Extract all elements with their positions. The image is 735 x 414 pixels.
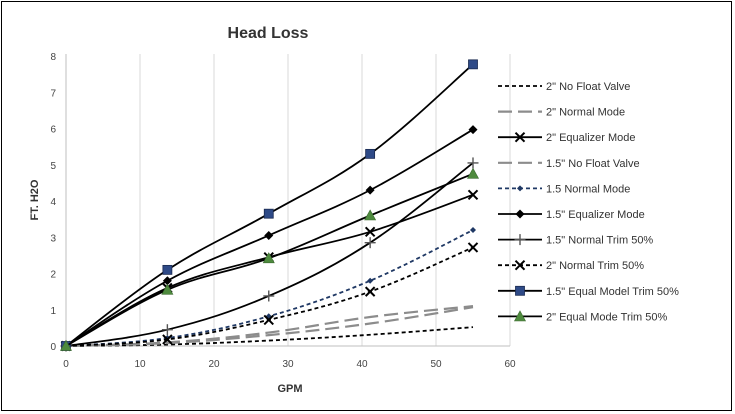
x-tick-label: 0 bbox=[63, 359, 69, 370]
series-line bbox=[65, 305, 474, 348]
data-point-diamond bbox=[367, 277, 374, 284]
legend-item: 1.5 Normal Mode bbox=[498, 183, 630, 195]
y-tick-label: 0 bbox=[50, 342, 56, 353]
data-point-square bbox=[468, 59, 478, 70]
data-point-diamond bbox=[515, 209, 525, 219]
data-point-diamond bbox=[470, 227, 476, 233]
data-point-diamond bbox=[365, 185, 375, 195]
data-point-x-stroke bbox=[364, 286, 376, 297]
legend-item: 2" Equalizer Mode bbox=[498, 131, 636, 144]
legend-item: 1.5" Equalizer Mode bbox=[498, 209, 645, 221]
legend-label: 1.5" Normal Trim 50% bbox=[546, 235, 653, 247]
data-point-x-stroke bbox=[263, 314, 274, 326]
y-tick-label: 8 bbox=[50, 52, 56, 63]
data-point-triangle bbox=[161, 283, 174, 295]
data-point-triangle bbox=[513, 310, 527, 322]
legend-item: 1.5" Normal Trim 50% bbox=[498, 234, 653, 247]
series-10 bbox=[59, 167, 480, 351]
data-point-triangle bbox=[364, 209, 377, 221]
series-layer bbox=[59, 59, 480, 352]
data-point-x bbox=[514, 131, 526, 143]
y-tick-label: 5 bbox=[50, 161, 56, 172]
axis-layer: 0 10 20 30 40 50 60 0 1 2 3 4 5 6 7 8 bbox=[50, 52, 516, 370]
x-tick-label: 30 bbox=[282, 359, 294, 370]
legend-item: 1.5" Equal Model Trim 50% bbox=[498, 286, 679, 298]
data-point-diamond bbox=[468, 125, 478, 135]
data-point-x bbox=[467, 189, 479, 201]
y-tick-label: 1 bbox=[50, 306, 56, 317]
y-tick-label: 4 bbox=[50, 197, 56, 208]
series-4 bbox=[65, 305, 474, 348]
data-point-x bbox=[364, 226, 376, 238]
legend-label: 1.5 Normal Mode bbox=[546, 183, 630, 195]
legend-item: 2" Equal Mode Trim 50% bbox=[498, 310, 668, 323]
y-axis-label: FT. H2O bbox=[29, 179, 41, 220]
legend-label: 1.5" No Float Valve bbox=[546, 158, 640, 170]
series-7 bbox=[60, 157, 479, 352]
legend-label: 1.5" Equal Model Trim 50% bbox=[546, 286, 679, 298]
data-point-plus bbox=[514, 234, 526, 246]
data-point-square bbox=[365, 148, 376, 159]
series-line bbox=[65, 229, 474, 347]
data-point-x bbox=[364, 286, 376, 297]
data-point-plus bbox=[364, 237, 376, 249]
legend-label: 2" Equal Mode Trim 50% bbox=[546, 311, 668, 323]
data-point-square bbox=[263, 208, 274, 219]
series-line bbox=[65, 63, 474, 347]
data-point-x bbox=[263, 314, 274, 326]
data-point-x-stroke bbox=[514, 259, 526, 271]
data-point-triangle bbox=[59, 339, 73, 351]
data-point-square bbox=[162, 264, 173, 275]
legend-label: 2" Equalizer Mode bbox=[546, 132, 636, 144]
grid-layer bbox=[139, 54, 511, 346]
x-tick-label: 50 bbox=[430, 359, 442, 370]
data-point-plus bbox=[161, 324, 173, 336]
legend-label: 2" No Float Valve bbox=[546, 81, 630, 93]
x-tick-label: 40 bbox=[356, 359, 368, 370]
x-tick-label: 60 bbox=[504, 359, 516, 370]
legend-item: 2" No Float Valve bbox=[498, 81, 630, 93]
y-tick-label: 3 bbox=[50, 233, 56, 244]
data-point-x-stroke bbox=[514, 131, 526, 143]
data-point-diamond bbox=[162, 276, 172, 286]
data-point-x-stroke bbox=[467, 189, 479, 201]
data-point-square bbox=[515, 285, 525, 296]
legend-label: 2" Normal Mode bbox=[546, 107, 625, 119]
chart-title: Head Loss bbox=[228, 25, 309, 42]
data-point-x-stroke bbox=[467, 242, 479, 253]
y-tick-label: 7 bbox=[50, 88, 56, 99]
legend-label: 1.5" Equalizer Mode bbox=[546, 209, 645, 221]
legend-item: 1.5" No Float Valve bbox=[498, 158, 640, 170]
data-point-triangle bbox=[262, 252, 275, 264]
x-tick-label: 10 bbox=[134, 359, 146, 370]
data-point-triangle bbox=[466, 167, 480, 179]
legend-label: 2" Normal Trim 50% bbox=[546, 260, 644, 272]
data-point-x-stroke bbox=[162, 334, 173, 345]
data-point-diamond bbox=[517, 185, 523, 192]
data-point-diamond bbox=[264, 230, 274, 240]
data-point-x bbox=[467, 242, 479, 253]
series-5 bbox=[63, 227, 476, 349]
data-point-x-stroke bbox=[364, 226, 376, 238]
data-point-plus bbox=[467, 157, 479, 169]
legend-item: 2" Normal Mode bbox=[498, 107, 625, 119]
y-tick-label: 2 bbox=[50, 270, 56, 281]
data-point-plus bbox=[263, 290, 275, 302]
data-point-x bbox=[162, 334, 173, 345]
x-axis-label: GPM bbox=[277, 383, 302, 395]
y-tick-label: 6 bbox=[50, 125, 56, 136]
x-tick-label: 20 bbox=[208, 359, 220, 370]
data-point-x bbox=[514, 259, 526, 271]
legend-item: 2" Normal Trim 50% bbox=[498, 259, 644, 272]
legend: 2" No Float Valve 2" Normal Mode 2" Equali… bbox=[498, 81, 679, 323]
